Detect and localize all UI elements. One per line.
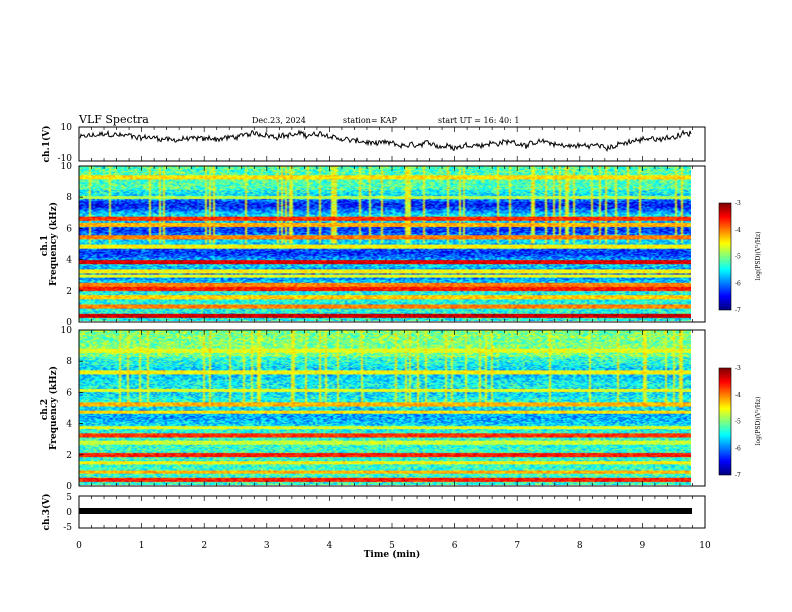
ch2-spectrogram-channel: ch.2 bbox=[40, 399, 50, 420]
x-tick-label: 8 bbox=[577, 541, 583, 551]
ch2-spectrogram-freq-label: Frequency (kHz) bbox=[48, 366, 59, 450]
ch2-colorbar-frame bbox=[718, 367, 732, 476]
y-tick-label: 0 bbox=[66, 482, 72, 492]
ch2-colorbar bbox=[719, 368, 731, 475]
ch1-colorbar-ticks: -3 -4 -5 -6 -7 bbox=[735, 200, 741, 314]
ch1-ytick-bottom: -10 bbox=[58, 154, 73, 164]
y-tick-label: 2 bbox=[66, 451, 72, 461]
colorbar-tick-label: -5 bbox=[735, 419, 741, 426]
colorbar-tick-label: -7 bbox=[735, 307, 741, 314]
ch1-waveform-trace bbox=[79, 129, 692, 153]
station-label: station= KAP bbox=[343, 116, 398, 125]
ch1-colorbar-label: log(PSD)(V²/Hz) bbox=[755, 232, 762, 281]
ch2-spectrogram-yticks: 0 2 4 6 8 10 bbox=[61, 326, 83, 492]
ch3-ylabel: ch.3(V) bbox=[41, 494, 52, 531]
x-tick-label: 9 bbox=[640, 541, 646, 551]
ch2-spectrogram-image bbox=[79, 330, 691, 485]
y-tick-label: 6 bbox=[66, 224, 72, 234]
ch1-colorbar-frame bbox=[718, 202, 732, 311]
y-tick-label: 2 bbox=[66, 287, 72, 297]
colorbar-tick-label: -5 bbox=[735, 254, 741, 261]
y-tick-label: 10 bbox=[61, 162, 73, 172]
y-tick-label: 6 bbox=[66, 388, 72, 398]
ch3-ytick-bottom: -5 bbox=[63, 523, 72, 533]
colorbar-tick-label: -7 bbox=[735, 472, 741, 479]
y-tick-label: 8 bbox=[66, 357, 72, 367]
x-tick-label: 0 bbox=[76, 541, 82, 551]
x-axis-tick-labels: 0 1 2 3 4 5 6 7 8 9 10 bbox=[76, 541, 711, 551]
x-tick-label: 1 bbox=[139, 541, 145, 551]
x-tick-label: 3 bbox=[264, 541, 270, 551]
ch1-ytick-top: 10 bbox=[61, 123, 73, 133]
figure-title: VLF Spectra bbox=[78, 113, 149, 126]
y-tick-label: 10 bbox=[61, 326, 73, 336]
date-label: Dec.23, 2024 bbox=[252, 116, 306, 125]
ch1-spectrogram-yticks: 0 2 4 6 8 10 bbox=[61, 162, 83, 328]
y-tick-label: 4 bbox=[66, 256, 72, 266]
ch1-waveform-panel: 10 -10 ch.1(V) bbox=[41, 123, 706, 164]
ch1-spectrogram-channel: ch.1 bbox=[40, 235, 50, 256]
x-tick-label: 2 bbox=[201, 541, 207, 551]
ch1-colorbar bbox=[719, 203, 731, 310]
x-tick-label: 4 bbox=[327, 541, 333, 551]
colorbar-tick-label: -6 bbox=[735, 280, 741, 287]
colorbar-tick-label: -3 bbox=[735, 365, 741, 372]
ch1-spectrogram-ylabel: ch.1 Frequency (kHz) bbox=[40, 202, 59, 286]
ch3-ytick-mid: 0 bbox=[66, 508, 72, 518]
ch1-ylabel: ch.1(V) bbox=[41, 126, 52, 163]
x-tick-label: 7 bbox=[514, 541, 520, 551]
y-tick-label: 4 bbox=[66, 420, 72, 430]
ch3-ytick-top: 5 bbox=[66, 493, 72, 503]
x-tick-label: 10 bbox=[699, 541, 711, 551]
ch3-waveform-panel: 5 0 -5 ch.3(V) bbox=[41, 493, 706, 533]
x-axis-label: Time (min) bbox=[364, 549, 421, 560]
time-tick-marks bbox=[78, 127, 706, 528]
ch2-spectrogram-ylabel: ch.2 Frequency (kHz) bbox=[40, 366, 59, 450]
ch1-waveform-frame bbox=[78, 126, 706, 162]
ch2-colorbar-label: log(PSD)(V²/Hz) bbox=[755, 397, 762, 446]
ch1-spectrogram-freq-label: Frequency (kHz) bbox=[48, 202, 59, 286]
start-time-label: start UT = 16: 40: 1 bbox=[438, 116, 519, 125]
y-tick-label: 8 bbox=[66, 193, 72, 203]
colorbar-tick-label: -4 bbox=[735, 392, 741, 399]
ch3-waveform-trace bbox=[79, 508, 692, 514]
ch1-spectrogram-image bbox=[79, 166, 691, 321]
x-tick-label: 5 bbox=[389, 541, 395, 551]
y-tick-label: 0 bbox=[66, 318, 72, 328]
colorbar-tick-label: -4 bbox=[735, 227, 741, 234]
x-tick-label: 6 bbox=[452, 541, 458, 551]
colorbar-tick-label: -6 bbox=[735, 445, 741, 452]
ch2-colorbar-ticks: -3 -4 -5 -6 -7 bbox=[735, 365, 741, 479]
colorbar-tick-label: -3 bbox=[735, 200, 741, 207]
